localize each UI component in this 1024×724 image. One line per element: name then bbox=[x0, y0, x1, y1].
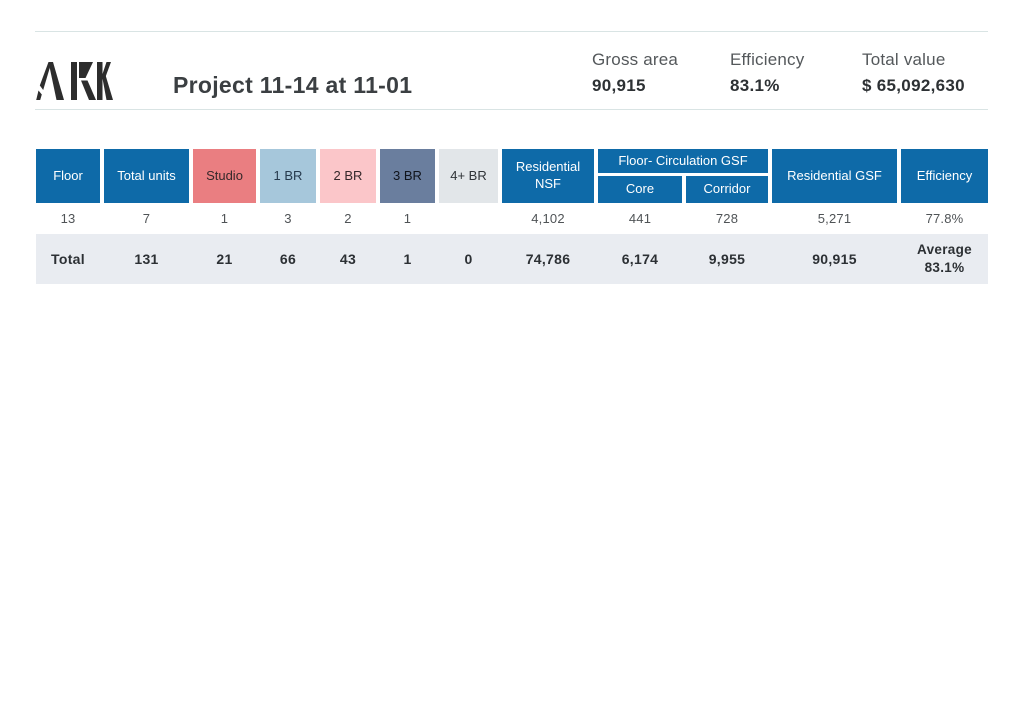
metric-total-value: Total value $ 65,092,630 bbox=[862, 50, 965, 96]
metric-value: 90,915 bbox=[592, 76, 646, 95]
metric-value: 83.1% bbox=[730, 76, 780, 95]
units-table: Floor Total units Studio 1 BR 2 BR 3 BR … bbox=[36, 149, 988, 284]
cell-corridor: 728 bbox=[715, 210, 739, 226]
header-bottom-divider bbox=[35, 109, 988, 110]
header-cell-1br: 1 BR bbox=[260, 149, 316, 203]
cell-core: 441 bbox=[628, 210, 652, 226]
total-cell-studio: 21 bbox=[216, 251, 233, 267]
page-title: Project 11-14 at 11-01 bbox=[173, 72, 413, 98]
metric-label: Total value bbox=[862, 50, 946, 69]
table-row-floor-13: 13 7 1 3 2 1 4,102 441 728 5,271 77.8% bbox=[36, 203, 988, 233]
metric-value: $ 65,092,630 bbox=[862, 76, 965, 95]
table-total-row: Total 131 21 66 43 1 0 74,786 6,174 9,95… bbox=[36, 234, 988, 284]
cell-1br: 3 bbox=[284, 210, 292, 226]
header-cell-residential-nsf: Residential NSF bbox=[502, 149, 594, 203]
metric-efficiency: Efficiency 83.1% bbox=[730, 50, 804, 96]
header-cell-2br: 2 BR bbox=[320, 149, 376, 203]
metric-label: Gross area bbox=[592, 50, 679, 69]
header-cell-residential-gsf: Residential GSF bbox=[772, 149, 897, 203]
table-header: Floor Total units Studio 1 BR 2 BR 3 BR … bbox=[36, 149, 988, 203]
cell-residential-gsf: 5,271 bbox=[817, 210, 852, 226]
total-cell-4plus-br: 0 bbox=[464, 251, 473, 267]
total-cell-residential-nsf: 74,786 bbox=[525, 251, 571, 267]
header-top-divider bbox=[35, 31, 988, 32]
header-cell-total-units: Total units bbox=[104, 149, 189, 203]
total-cell-total-units: 131 bbox=[134, 251, 159, 267]
report-header: Project 11-14 at 11-01 Gross area 90,915… bbox=[0, 0, 1024, 110]
cell-floor: 13 bbox=[60, 210, 76, 226]
cell-3br: 1 bbox=[403, 210, 412, 226]
total-cell-residential-gsf: 90,915 bbox=[812, 251, 857, 267]
header-cell-studio: Studio bbox=[193, 149, 256, 203]
header-cell-efficiency: Efficiency bbox=[901, 149, 988, 203]
ark-logo bbox=[33, 62, 115, 100]
cell-residential-nsf: 4,102 bbox=[531, 210, 565, 226]
header-cell-core: Core bbox=[598, 176, 682, 203]
cell-efficiency: 77.8% bbox=[925, 210, 964, 226]
cell-studio: 1 bbox=[220, 210, 229, 226]
cell-total-units: 7 bbox=[142, 210, 151, 226]
total-cell-corridor: 9,955 bbox=[708, 251, 746, 267]
metric-label: Efficiency bbox=[730, 50, 805, 69]
metric-gross-area: Gross area 90,915 bbox=[592, 50, 678, 96]
total-cell-1br: 66 bbox=[279, 251, 297, 267]
total-cell-efficiency: Average 83.1% bbox=[917, 241, 972, 275]
header-cell-floor: Floor bbox=[36, 149, 100, 203]
total-cell-core: 6,174 bbox=[621, 251, 659, 267]
cell-2br: 2 bbox=[344, 210, 352, 226]
header-cell-floor-circulation-gsf: Floor- Circulation GSF bbox=[598, 149, 768, 173]
header-cell-3br: 3 BR bbox=[380, 149, 435, 203]
ark-logo-graphic bbox=[36, 62, 113, 100]
header-cell-corridor: Corridor bbox=[686, 176, 768, 203]
total-cell-2br: 43 bbox=[339, 251, 357, 267]
header-cell-4plus-br: 4+ BR bbox=[439, 149, 498, 203]
total-cell-label: Total bbox=[51, 251, 85, 267]
total-cell-3br: 1 bbox=[403, 251, 412, 267]
